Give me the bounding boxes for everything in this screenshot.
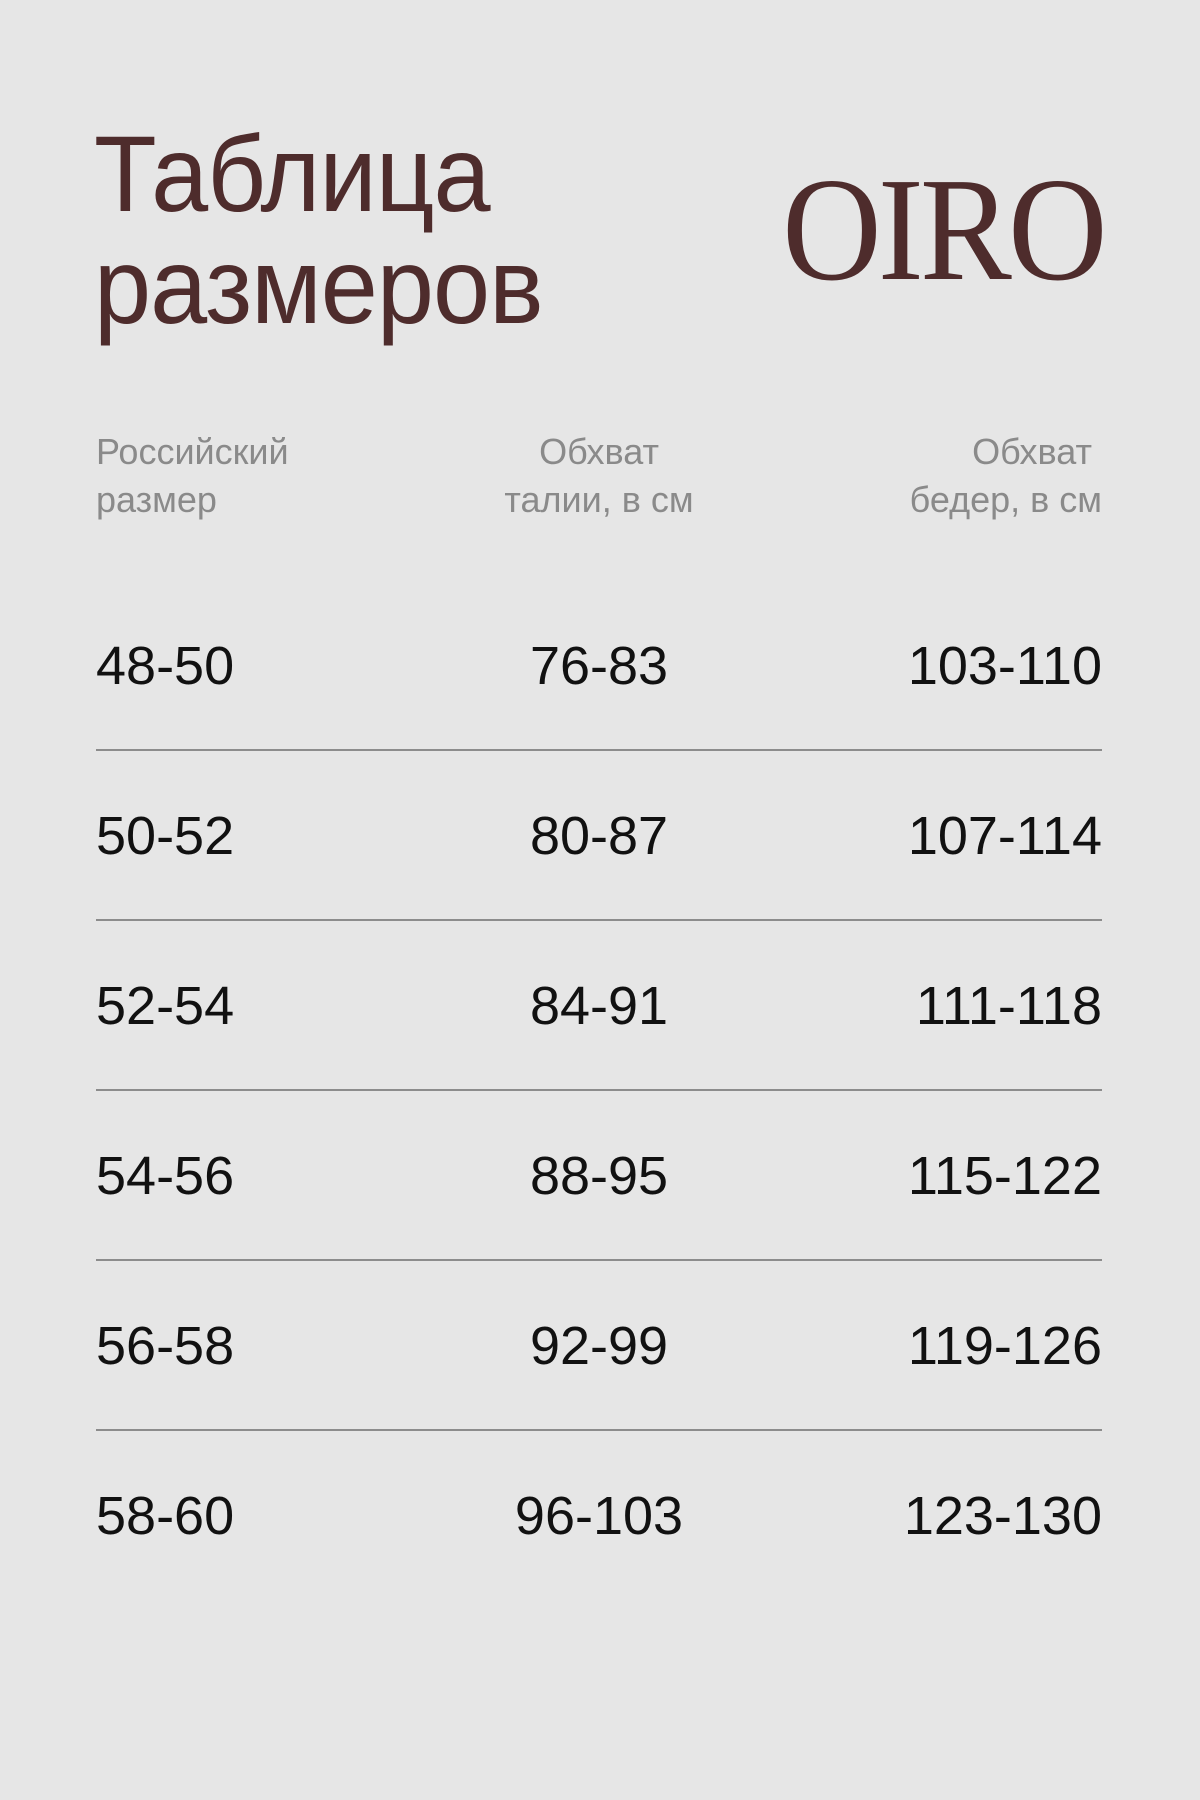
table-row: 50-52 80-87 107-114 <box>96 806 1102 866</box>
title-line-2: размеров <box>94 225 544 346</box>
cell-hips: 115-122 <box>907 1146 1102 1206</box>
cell-hips: 107-114 <box>907 806 1102 866</box>
table-header: Российский размер Обхват талии, в см Обх… <box>96 428 1102 538</box>
cell-size: 58-60 <box>96 1486 235 1546</box>
cell-waist: 76-83 <box>529 636 669 696</box>
cell-hips: 123-130 <box>903 1486 1102 1546</box>
header-hips: Обхват бедер, в см <box>910 428 1102 524</box>
header-line: бедер, в см <box>909 479 1102 520</box>
cell-size: 50-52 <box>96 806 235 866</box>
cell-waist: 84-91 <box>529 976 669 1036</box>
brand-logo: OIRO <box>782 148 1107 312</box>
table-row: 48-50 76-83 103-110 <box>96 636 1102 696</box>
header-russian-size: Российский размер <box>96 428 289 524</box>
table-row: 54-56 88-95 115-122 <box>96 1146 1102 1206</box>
cell-size: 56-58 <box>96 1316 235 1376</box>
row-divider <box>96 1089 1102 1091</box>
page-title: Таблица размеров <box>94 113 544 346</box>
cell-waist: 96-103 <box>514 1486 684 1546</box>
title-line-1: Таблица <box>94 113 491 234</box>
header-waist: Обхват талии, в см <box>504 428 693 524</box>
cell-waist: 92-99 <box>529 1316 669 1376</box>
table-row: 58-60 96-103 123-130 <box>96 1486 1102 1546</box>
cell-hips: 111-118 <box>915 976 1102 1036</box>
cell-waist: 80-87 <box>529 806 669 866</box>
header-line: размер <box>96 479 217 520</box>
cell-size: 52-54 <box>96 976 235 1036</box>
cell-size: 54-56 <box>96 1146 235 1206</box>
row-divider <box>96 1259 1102 1261</box>
cell-hips: 103-110 <box>907 636 1102 696</box>
header-line: Обхват <box>539 431 659 472</box>
table-row: 52-54 84-91 111-118 <box>96 976 1102 1036</box>
cell-hips: 119-126 <box>907 1316 1102 1376</box>
header-line: Российский <box>96 431 289 472</box>
row-divider <box>96 919 1102 921</box>
row-divider <box>96 1429 1102 1431</box>
cell-waist: 88-95 <box>529 1146 669 1206</box>
header-line: талии, в см <box>504 479 694 520</box>
header-line: Обхват <box>972 431 1092 472</box>
row-divider <box>96 749 1102 751</box>
cell-size: 48-50 <box>96 636 235 696</box>
table-row: 56-58 92-99 119-126 <box>96 1316 1102 1376</box>
